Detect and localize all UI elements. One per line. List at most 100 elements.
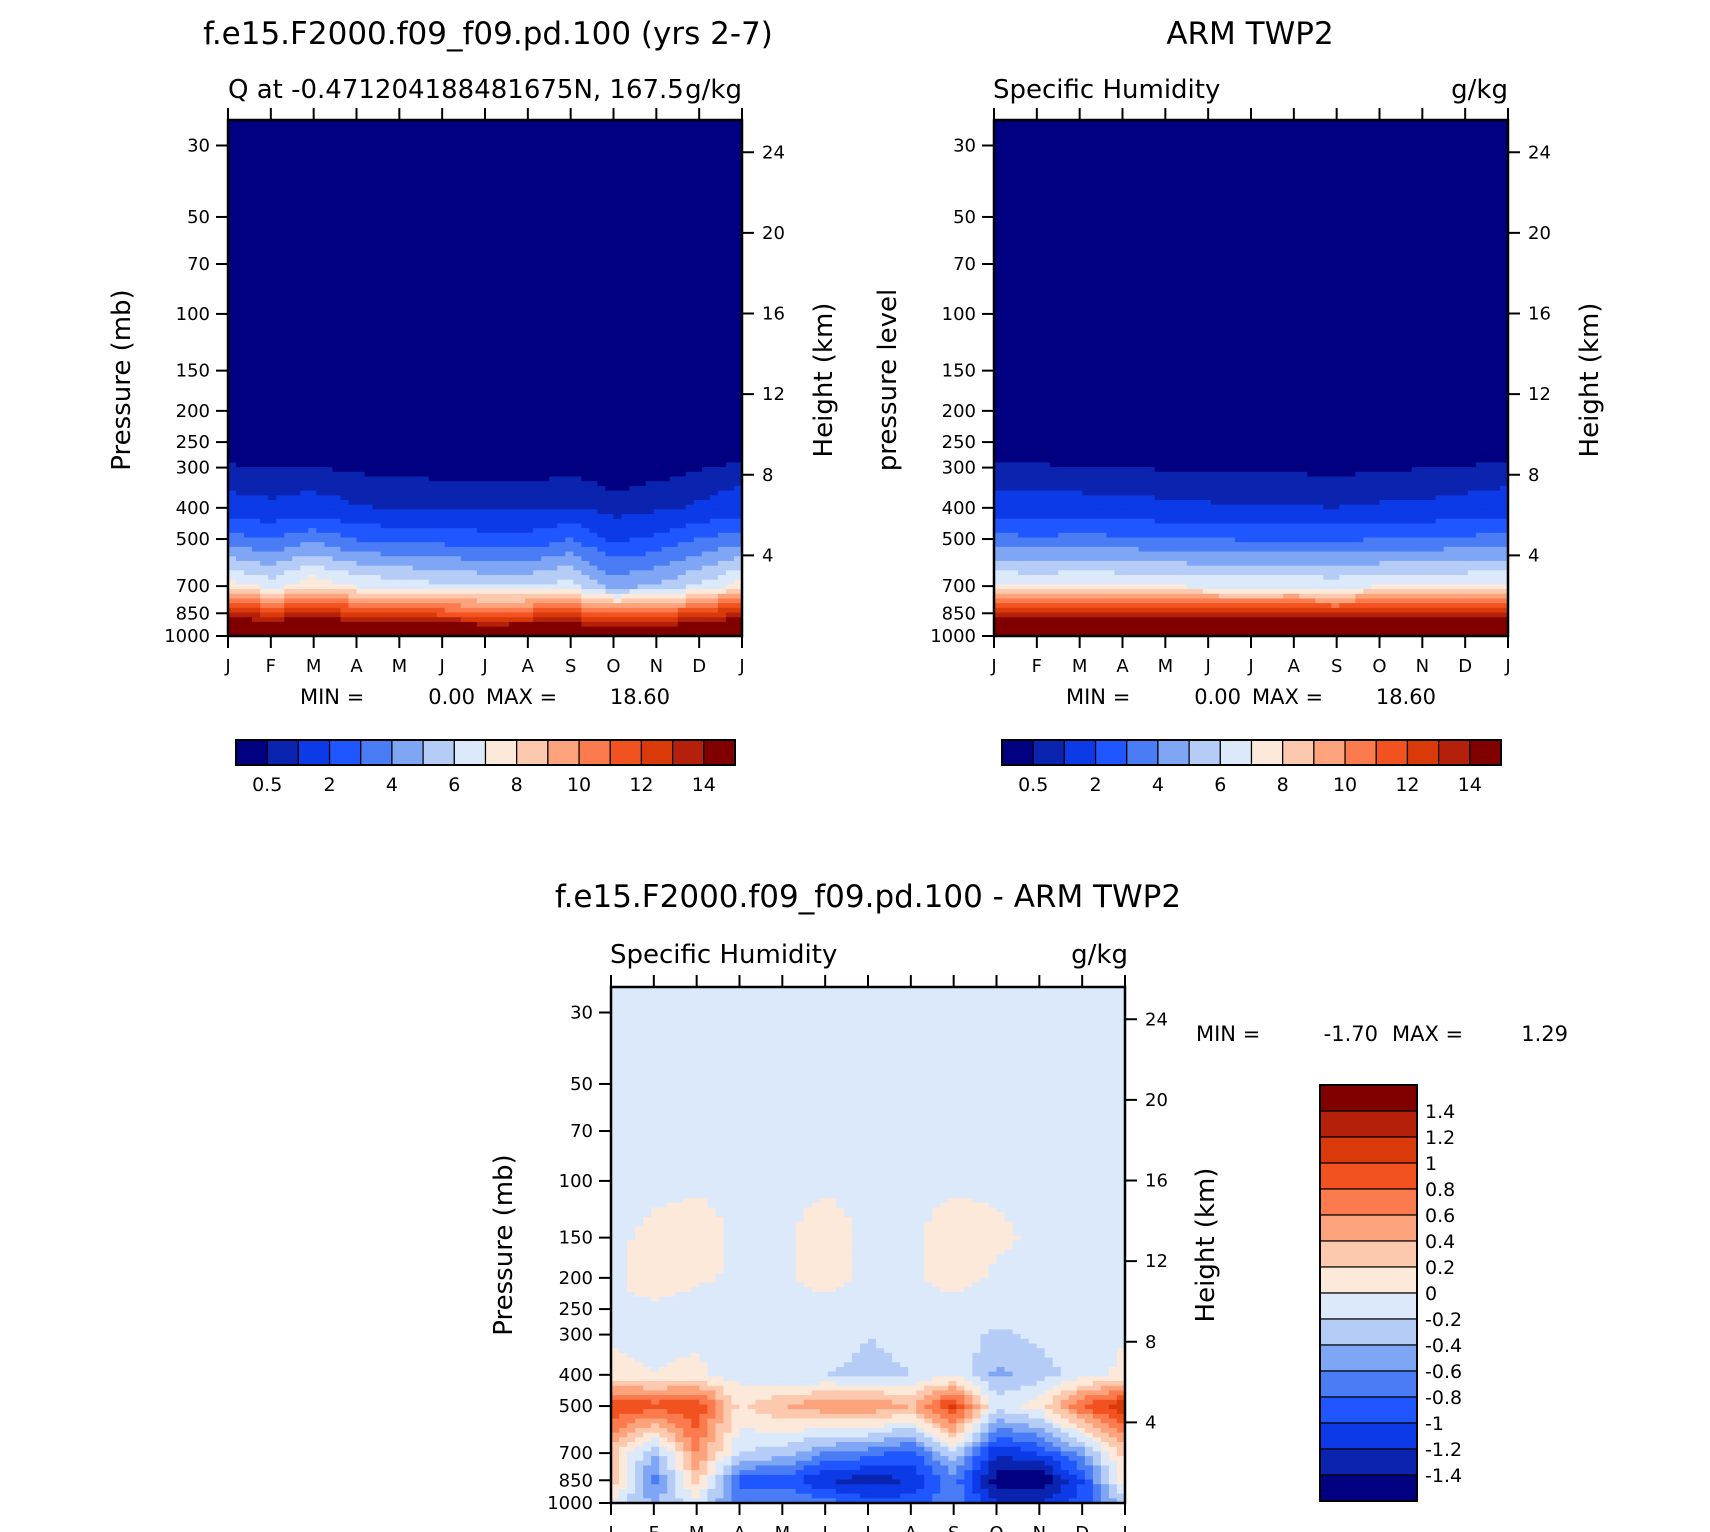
model-cell <box>404 448 414 454</box>
model-cell <box>605 162 615 168</box>
model-cell <box>436 223 446 229</box>
model-cell <box>485 129 494 135</box>
model-cell <box>260 134 269 140</box>
model-cell <box>412 457 422 464</box>
panel-diff-max-value: 1.29 <box>1521 1022 1568 1046</box>
model-cell <box>324 326 334 332</box>
model-cell <box>460 373 470 379</box>
model-cell <box>525 241 534 248</box>
model-cell <box>460 260 470 267</box>
model-cell <box>549 256 558 262</box>
model-cell <box>485 443 494 449</box>
model-cell <box>733 420 743 426</box>
model-cell <box>661 476 671 482</box>
model-cell <box>501 331 510 337</box>
model-cell <box>292 166 301 173</box>
model-cell <box>380 129 390 135</box>
model-cell <box>476 120 486 126</box>
model-cell <box>501 199 510 206</box>
model-cell <box>573 279 582 285</box>
model-cell <box>380 166 390 173</box>
model-cell <box>605 312 615 318</box>
model-cell <box>356 387 366 393</box>
model-cell <box>581 312 591 318</box>
model-cell <box>525 331 534 337</box>
model-cell <box>493 476 502 482</box>
model-cell <box>637 349 647 356</box>
model-cell <box>493 443 502 449</box>
model-cell <box>605 378 615 384</box>
model-cell <box>332 476 342 482</box>
model-cell <box>412 345 422 351</box>
model-cell <box>412 152 422 159</box>
model-cell <box>292 129 301 135</box>
model-cell <box>388 204 398 210</box>
model-cell <box>356 420 366 426</box>
model-cell <box>501 317 510 323</box>
model-cell <box>589 401 599 407</box>
model-cell <box>412 453 422 459</box>
model-cell <box>589 195 599 201</box>
model-cell <box>557 345 566 351</box>
model-cell <box>252 302 261 309</box>
model-cell <box>332 429 342 435</box>
model-cell <box>693 195 703 201</box>
model-cell <box>396 359 406 365</box>
model-cell <box>621 270 631 276</box>
model-cell <box>717 396 727 403</box>
model-cell <box>701 373 711 379</box>
model-cell <box>468 396 478 403</box>
model-cell <box>252 185 261 191</box>
model-cell <box>645 302 655 309</box>
model-cell <box>388 481 398 487</box>
model-cell <box>252 415 261 421</box>
model-cell <box>316 335 325 342</box>
model-cell <box>268 368 277 374</box>
model-cell <box>541 429 550 435</box>
model-cell <box>509 312 518 318</box>
model-cell <box>268 448 277 454</box>
model-cell <box>316 232 325 238</box>
model-cell <box>412 134 422 140</box>
model-cell <box>468 284 478 290</box>
model-cell <box>364 120 374 126</box>
model-cell <box>677 129 687 135</box>
model-cell <box>364 392 374 398</box>
model-cell <box>228 312 237 318</box>
model-cell <box>396 162 406 168</box>
model-cell <box>380 293 390 299</box>
model-cell <box>517 443 526 449</box>
model-cell <box>340 424 350 431</box>
model-cell <box>517 345 526 351</box>
model-cell <box>268 256 277 262</box>
model-cell <box>645 120 655 126</box>
model-cell <box>557 382 566 388</box>
model-cell <box>444 476 454 482</box>
model-cell <box>284 218 293 224</box>
model-cell <box>476 199 486 206</box>
model-cell <box>525 288 534 295</box>
model-cell <box>236 218 245 224</box>
model-cell <box>709 345 719 351</box>
model-cell <box>396 387 406 393</box>
model-cell <box>573 307 582 313</box>
model-cell <box>573 288 582 295</box>
model-cell <box>573 134 582 140</box>
model-cell <box>533 457 542 464</box>
model-cell <box>501 438 510 445</box>
model-cell <box>565 288 574 295</box>
model-cell <box>460 148 470 154</box>
model-cell <box>509 481 518 487</box>
model-cell <box>485 307 494 313</box>
model-cell <box>637 209 647 215</box>
model-cell <box>605 293 615 299</box>
model-cell <box>316 152 325 159</box>
model-cell <box>509 204 518 210</box>
model-cell <box>428 331 438 337</box>
model-cell <box>509 345 518 351</box>
model-cell <box>685 307 695 313</box>
model-cell <box>340 326 350 332</box>
model-cell <box>332 335 342 342</box>
model-cell <box>725 241 735 248</box>
model-cell <box>541 467 550 473</box>
